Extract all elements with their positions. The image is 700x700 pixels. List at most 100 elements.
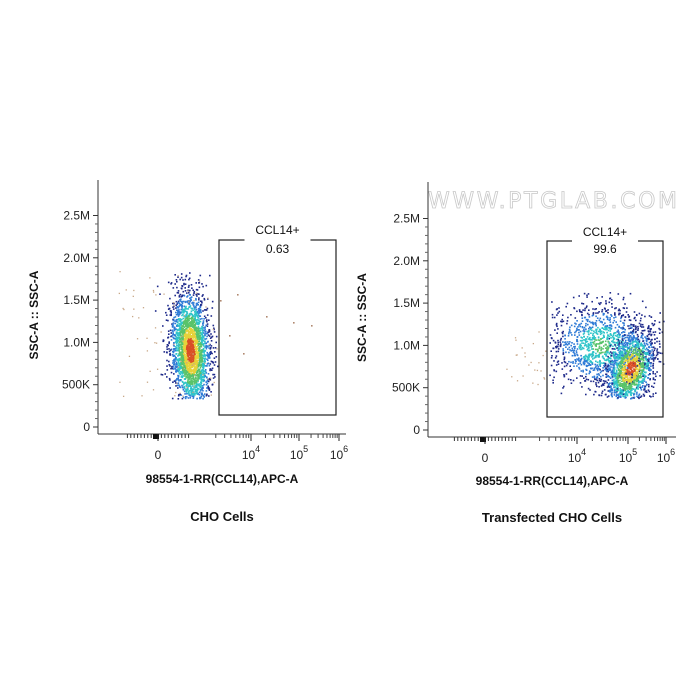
event-dot (177, 360, 180, 363)
event-dot (195, 349, 198, 351)
event-dot (625, 351, 627, 354)
event-dot (192, 376, 195, 378)
event-dot (602, 369, 604, 372)
event-dot (621, 390, 624, 393)
event-dot (653, 382, 656, 385)
event-dot (619, 387, 622, 390)
event-dot (172, 333, 174, 335)
event-dot (180, 364, 182, 366)
event-dot (211, 361, 214, 363)
event-dot (637, 378, 640, 380)
event-dot (624, 374, 627, 377)
event-dot (193, 346, 196, 348)
event-dot (186, 334, 189, 336)
event-dot (606, 345, 609, 348)
event-dot (205, 376, 208, 378)
event-dot (607, 309, 609, 311)
event-dot (573, 349, 575, 352)
event-dot (196, 345, 199, 348)
event-dot (615, 373, 617, 375)
event-dot (620, 357, 623, 359)
event-dot (175, 311, 177, 314)
event-dot (578, 331, 580, 334)
event-dot (200, 311, 202, 314)
event-dot (602, 383, 604, 386)
event-dot (169, 387, 171, 389)
event-dot (208, 343, 210, 346)
event-dot (633, 359, 636, 362)
event-dot (555, 346, 558, 349)
event-dot (190, 371, 193, 373)
event-dot (588, 349, 591, 352)
event-dot (201, 329, 204, 332)
event-dot (641, 330, 644, 332)
event-dot (201, 394, 204, 396)
event-dot (596, 354, 598, 357)
event-dot (647, 359, 650, 361)
event-dot (607, 347, 610, 349)
event-dot (609, 385, 612, 387)
event-dot (619, 309, 621, 312)
event-dot (177, 332, 180, 334)
event-dot (630, 386, 632, 389)
event-dot (574, 322, 576, 325)
event-dot (184, 320, 187, 323)
event-dot (173, 343, 175, 346)
event-dot (183, 387, 186, 389)
event-dot (206, 382, 209, 385)
event-dot (189, 375, 192, 377)
event-dot (185, 391, 188, 393)
event-dot (607, 327, 610, 329)
event-dot (646, 338, 648, 341)
event-dot (643, 387, 646, 390)
event-dot (618, 332, 620, 335)
event-dot (171, 367, 174, 370)
event-dot (191, 369, 193, 372)
event-dot (621, 341, 624, 343)
event-dot (579, 358, 582, 361)
event-dot (579, 311, 582, 313)
event-dot (185, 333, 187, 335)
event-dot (649, 356, 652, 359)
event-dot (311, 325, 313, 327)
event-dot (189, 317, 191, 320)
event-dot (623, 365, 625, 367)
event-dot (181, 309, 184, 311)
event-dot (195, 306, 197, 308)
event-dot (623, 393, 626, 395)
event-dot (185, 396, 187, 398)
event-dot (565, 364, 568, 367)
event-dot (623, 388, 626, 391)
event-dot (199, 300, 202, 302)
event-dot (629, 361, 632, 363)
event-dot (183, 341, 186, 344)
event-dot (656, 340, 658, 343)
event-dot (182, 327, 185, 330)
event-dot (188, 306, 190, 308)
event-dot (550, 357, 553, 359)
event-dot (566, 320, 569, 322)
event-dot (193, 379, 196, 381)
event-dot (635, 356, 638, 359)
event-dot (209, 353, 211, 355)
event-dot (580, 358, 582, 361)
event-dot (646, 349, 649, 351)
event-dot (189, 336, 191, 338)
event-dot (180, 365, 183, 368)
event-dot (174, 395, 176, 397)
event-dot (197, 379, 199, 381)
event-dot (600, 342, 603, 344)
event-dot (608, 376, 611, 378)
event-dot (208, 395, 210, 397)
event-dot (558, 307, 560, 309)
event-dot (212, 347, 215, 349)
event-dot (586, 358, 589, 361)
event-dot (618, 308, 620, 311)
event-dot (575, 329, 578, 331)
event-dot (610, 314, 612, 316)
event-dot (645, 354, 648, 356)
event-dot (195, 376, 197, 379)
event-dot (195, 297, 197, 300)
event-dot (590, 380, 592, 383)
event-dot (181, 318, 183, 321)
